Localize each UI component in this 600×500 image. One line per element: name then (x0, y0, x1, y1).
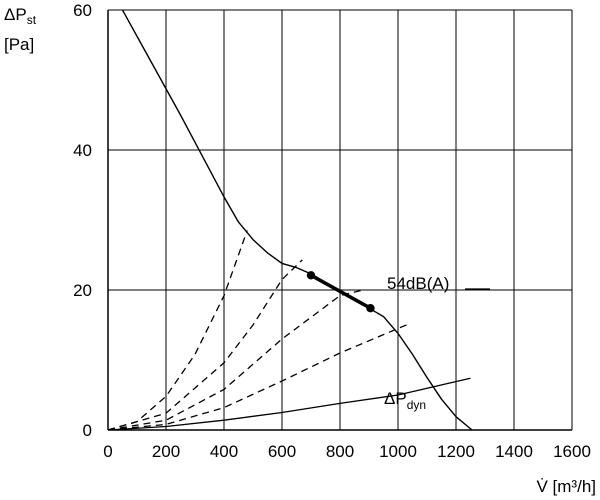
dynamic-pressure-label-sub: dyn (407, 398, 426, 412)
y-axis-label: ΔPst (4, 5, 37, 27)
system-curve-0 (107, 230, 248, 431)
operating-point-1 (366, 304, 375, 313)
y-tick-label-3: 60 (73, 1, 92, 20)
dynamic-pressure-label-main: ΔP (384, 389, 407, 408)
y-axis-unit: [Pa] (4, 35, 34, 54)
x-tick-label-7: 1400 (495, 442, 533, 461)
y-axis-label-sub: st (27, 13, 37, 27)
x-tick-label-3: 600 (268, 442, 296, 461)
operating-point-0 (306, 271, 316, 280)
x-tick-label-4: 800 (326, 442, 354, 461)
operating-segment (309, 273, 373, 310)
x-tick-label-8: 1600 (553, 442, 591, 461)
operating-point-label: 54dB(A) (387, 274, 449, 293)
axes (107, 10, 572, 431)
grid-lines (107, 9, 573, 431)
y-axis-label-main: ΔP (4, 5, 27, 24)
y-tick-label-0: 0 (83, 421, 92, 440)
y-tick-label-2: 40 (73, 141, 92, 160)
y-tick-label-1: 20 (73, 281, 92, 300)
x-tick-label-1: 200 (152, 442, 180, 461)
fan-curve-line (121, 9, 473, 431)
x-tick-label-2: 400 (210, 442, 238, 461)
dynamic-pressure-line (107, 377, 471, 431)
series-group (107, 9, 490, 431)
annotations: ΔPst [Pa] V̇ [m³/h] 54dB(A) ΔPdyn (4, 5, 596, 496)
x-axis-label: V̇ [m³/h] (536, 477, 596, 496)
tick-labels: 0 200 400 600 800 1000 1200 1400 1600 0 20 40 60 (73, 1, 591, 461)
system-curve-3 (107, 323, 410, 431)
x-tick-label-0: 0 (103, 442, 112, 461)
system-curve-1 (107, 259, 303, 431)
x-tick-label-6: 1200 (437, 442, 475, 461)
dynamic-pressure-label: ΔPdyn (384, 389, 426, 412)
x-tick-label-5: 1000 (379, 442, 417, 461)
